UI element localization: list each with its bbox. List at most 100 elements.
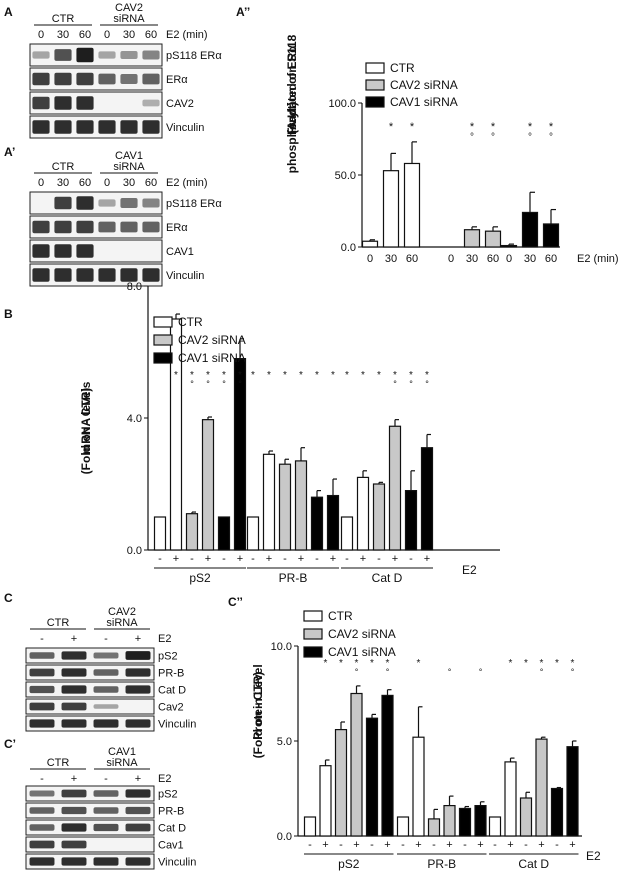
sig-star: * (267, 370, 271, 381)
bar (535, 738, 548, 837)
treatment-sign: - (158, 553, 162, 565)
treatment-sign: - (555, 839, 559, 851)
x-tick-label: 60 (487, 253, 499, 265)
y-axis-label: (Fold on - CTR) (251, 672, 265, 759)
sig-star: * (389, 121, 394, 133)
band-strip (29, 239, 163, 263)
sig-circle: ° (190, 379, 194, 389)
band (93, 790, 119, 797)
band-strip (29, 91, 163, 115)
band (29, 702, 55, 711)
treatment-sign: + (384, 839, 390, 851)
band (93, 686, 119, 693)
bar (521, 211, 539, 248)
sig-circle: ° (479, 667, 483, 677)
bar (404, 490, 418, 551)
bar (294, 460, 308, 551)
y-tick-label: 8.0 (127, 281, 142, 293)
band-label: Vinculin (166, 270, 204, 282)
band-strip (25, 647, 155, 664)
bar (474, 804, 487, 837)
bar (340, 516, 354, 551)
legend-swatch (303, 646, 323, 658)
legend-swatch (365, 96, 385, 108)
sig-star: * (417, 658, 421, 669)
band (54, 120, 72, 134)
x-axis-label: E2 (min) (577, 253, 619, 265)
band (125, 857, 151, 866)
treatment-sign: + (507, 839, 513, 851)
legend-label: CAV1 siRNA (178, 351, 246, 365)
band (76, 47, 94, 63)
band (98, 268, 116, 282)
band (93, 669, 119, 676)
group-label: CAV1 (108, 746, 136, 758)
sig-circle: ° (549, 132, 553, 143)
band-strip (25, 664, 155, 681)
band-label: Cav2 (158, 702, 184, 714)
panel-letter: A’ (4, 145, 15, 159)
sig-circle: ° (222, 379, 226, 389)
band (76, 96, 94, 110)
band (98, 120, 116, 134)
bar (484, 230, 502, 248)
band (93, 857, 119, 866)
treatment-sign: + (330, 553, 336, 565)
treatment-sign: + (360, 553, 366, 565)
y-axis-label: Fraction of ERα (285, 45, 299, 135)
band (142, 268, 160, 282)
band-strip (25, 715, 155, 732)
legend-label: CAV1 siRNA (328, 645, 396, 659)
band-label: ERα (166, 222, 188, 234)
band (54, 49, 72, 61)
sig-star: * (425, 370, 429, 381)
treatment-sign: - (251, 553, 255, 565)
bar (412, 736, 425, 837)
sig-star: * (509, 658, 513, 669)
band (142, 120, 160, 134)
y-tick-label: 0.0 (127, 545, 142, 557)
bar (350, 692, 363, 837)
sig-star: * (206, 370, 210, 381)
treatment-sign: + (298, 553, 304, 565)
band (61, 702, 87, 711)
band (98, 221, 116, 233)
band (76, 268, 94, 282)
band (76, 196, 94, 210)
treatment-label: E2 (462, 563, 477, 577)
band-strip (25, 785, 155, 802)
sig-star: * (283, 370, 287, 381)
treatment-sign: + (322, 839, 328, 851)
treatment-label: E2 (min) (166, 29, 208, 41)
treatment-sign: - (222, 553, 226, 565)
lane-label: 60 (145, 177, 157, 189)
treatment-sign: - (190, 553, 194, 565)
legend-label: CTR (178, 315, 203, 329)
legend-swatch (365, 79, 385, 91)
bar (403, 162, 421, 248)
lane-label: 60 (79, 29, 91, 41)
band (120, 120, 138, 134)
gene-label: PR-B (427, 857, 456, 871)
legend-swatch (153, 316, 173, 328)
sig-star: * (491, 121, 496, 133)
lane-label: + (71, 773, 77, 785)
band-label: Vinculin (158, 719, 196, 731)
treatment-sign: + (424, 553, 430, 565)
treatment-label: E2 (158, 633, 171, 645)
gene-label: Cat D (372, 571, 403, 585)
band-strip (25, 681, 155, 698)
lane-label: + (135, 633, 141, 645)
band-strip (25, 836, 155, 853)
treatment-sign: + (173, 553, 179, 565)
band (93, 704, 119, 709)
lane-label: 30 (57, 177, 69, 189)
bar (153, 516, 167, 551)
legend-label: CAV2 siRNA (328, 627, 396, 641)
y-tick-label: 100.0 (328, 98, 356, 110)
band (93, 807, 119, 814)
treatment-sign: + (477, 839, 483, 851)
band-label: pS2 (158, 651, 178, 663)
sig-circle: ° (491, 132, 495, 143)
